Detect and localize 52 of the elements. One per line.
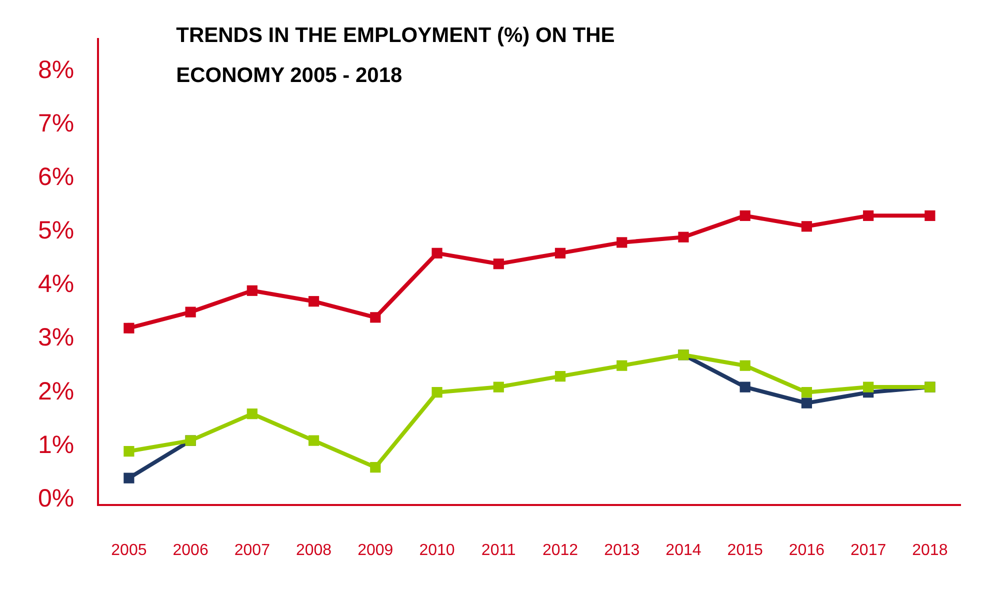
point: [493, 382, 504, 392]
point: [124, 472, 134, 484]
point: [863, 210, 874, 221]
x-tick-label: 2014: [666, 542, 702, 559]
x-tick-label: 2017: [850, 542, 886, 559]
y-tick-label: 7%: [38, 110, 74, 138]
point: [308, 296, 320, 307]
point: [124, 322, 134, 334]
point: [554, 371, 566, 382]
x-tick-label: 2016: [788, 542, 825, 559]
y-tick-label: 0%: [38, 484, 74, 512]
point: [740, 360, 750, 371]
point: [432, 387, 442, 398]
y-tick-label: 3%: [38, 324, 74, 352]
chart-title: TRENDS IN THE EMPLOYMENT (%) ON THE ECONOMY 2005 - 2018: [176, 24, 615, 87]
point: [493, 258, 504, 270]
point: [308, 435, 320, 446]
point: [616, 237, 628, 248]
x-tick-label: 2005: [111, 542, 147, 559]
point: [246, 285, 258, 296]
y-tick-label: 1%: [38, 430, 74, 459]
point: [432, 248, 442, 258]
x-tick-label: 2011: [481, 542, 516, 559]
y-tick-label: 4%: [38, 270, 74, 298]
point: [554, 248, 566, 258]
x-tick-label: 2008: [296, 542, 332, 559]
point: [740, 210, 750, 221]
x-tick-label: 2015: [727, 542, 763, 559]
point: [801, 398, 812, 408]
y-tick-label: 8%: [38, 56, 74, 84]
x-tick-label: 2010: [419, 542, 455, 559]
point: [616, 360, 628, 371]
y-tick-label: 6%: [38, 163, 74, 192]
x-tick-label: 2009: [358, 542, 394, 559]
x-tick-label: 2007: [234, 542, 270, 559]
point: [801, 387, 812, 398]
x-tick-label: 2013: [604, 542, 640, 559]
point: [678, 232, 689, 242]
x-tick-label: 2018: [912, 542, 948, 559]
y-tick-label: 2%: [38, 377, 74, 406]
point: [863, 382, 874, 392]
point: [801, 221, 812, 232]
y-tick-label: 5%: [38, 216, 74, 245]
point: [740, 382, 750, 392]
point: [185, 306, 196, 318]
point: [370, 462, 381, 473]
point: [370, 312, 381, 323]
point: [924, 210, 936, 221]
x-tick-label: 2012: [542, 542, 578, 559]
x-tick-label: 2006: [172, 542, 208, 559]
point: [246, 408, 258, 420]
point: [124, 446, 134, 457]
